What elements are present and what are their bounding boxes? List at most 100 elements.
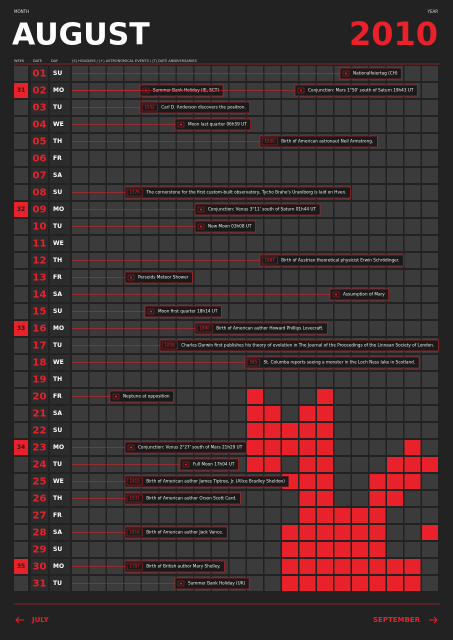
grid-cell <box>177 406 193 421</box>
grid-cell <box>387 185 403 200</box>
event-year: 1797 <box>130 564 141 569</box>
grid-cell <box>299 542 316 557</box>
grid-cell <box>369 542 386 557</box>
year: 2010 <box>349 15 438 53</box>
grid-cell <box>299 474 316 489</box>
grid-cell <box>89 406 106 421</box>
prev-arrow <box>15 616 24 624</box>
day: SA <box>53 410 62 417</box>
grid-cell <box>142 542 158 557</box>
week-cell <box>14 423 28 438</box>
grid-cell <box>404 185 421 200</box>
grid-cell <box>387 287 403 302</box>
grid-cell <box>334 168 351 183</box>
week-cell <box>14 83 28 98</box>
grid-cell <box>369 457 386 472</box>
grid-cell <box>194 423 211 438</box>
grid-cell <box>89 236 106 251</box>
date: 07 <box>33 171 47 182</box>
date: 16 <box>33 324 47 335</box>
day-cell <box>50 270 70 285</box>
date: 14 <box>33 290 47 301</box>
grid-cell <box>247 406 263 421</box>
week-cell <box>14 117 28 132</box>
grid-cell <box>352 100 368 115</box>
grid-cell <box>264 491 281 506</box>
grid-cell <box>72 151 88 166</box>
grid-cell <box>422 576 438 591</box>
event-text: Birth of Austrian theoretical physicist … <box>281 258 399 263</box>
event-year: 1576 <box>130 190 141 195</box>
grid-cell <box>404 525 421 540</box>
event-year-box <box>126 562 143 571</box>
grid-cell <box>264 219 281 234</box>
date-cell <box>31 168 48 183</box>
grid-cell <box>422 287 438 302</box>
date: 19 <box>33 375 47 386</box>
grid-cell <box>177 508 193 523</box>
next-month[interactable]: SEPTEMBER <box>373 616 421 624</box>
year-label: YEAR <box>427 9 439 14</box>
grid-cell <box>387 236 403 251</box>
grid-cell <box>352 474 368 489</box>
grid-cell <box>107 508 123 523</box>
grid-cell <box>422 304 438 319</box>
event-text: Summer Bank Holiday (IE, SCT) <box>153 88 219 93</box>
day: SA <box>53 172 62 179</box>
event-text: Birth of American astronaut Neil Armstro… <box>281 139 373 144</box>
week-cell <box>14 525 28 540</box>
grid-cell <box>404 117 421 132</box>
day: FR <box>53 512 62 519</box>
week-cell <box>14 457 28 472</box>
grid-cell <box>229 372 246 387</box>
grid-cell <box>369 389 386 404</box>
grid-cell <box>107 406 123 421</box>
week-cell <box>14 508 28 523</box>
grid-cell <box>387 542 403 557</box>
grid-cell <box>212 168 228 183</box>
date: 05 <box>33 137 47 148</box>
grid-cell <box>142 236 158 251</box>
prev-month[interactable]: JULY <box>31 616 50 624</box>
day-cell <box>50 253 70 268</box>
grid-cell <box>282 270 298 285</box>
day: SU <box>53 70 62 77</box>
day: WE <box>53 240 64 247</box>
grid-cell <box>352 491 368 506</box>
grid-cell <box>404 508 421 523</box>
date-cell <box>31 559 48 574</box>
grid-cell <box>387 389 403 404</box>
event-box <box>124 560 225 573</box>
grid-cell <box>159 542 176 557</box>
grid-cell <box>282 457 298 472</box>
week-cell <box>14 219 28 234</box>
day-cell <box>50 100 70 115</box>
grid-cell <box>282 440 298 455</box>
grid-cell <box>387 474 403 489</box>
event-box <box>124 441 247 454</box>
grid-cell <box>369 270 386 285</box>
grid-cell <box>387 270 403 285</box>
grid-cell <box>369 202 386 217</box>
grid-cell <box>159 372 176 387</box>
grid-cell <box>317 491 333 506</box>
event-icon-dot <box>335 293 337 296</box>
week-cell <box>14 185 28 200</box>
week-cell <box>14 151 28 166</box>
event-box <box>124 492 241 505</box>
event-box <box>174 577 250 590</box>
date: 21 <box>33 409 47 420</box>
grid-cell <box>177 372 193 387</box>
grid-cell <box>142 508 158 523</box>
grid-cell <box>247 559 263 574</box>
grid-cell <box>422 508 438 523</box>
grid-cell <box>229 151 246 166</box>
week-cell <box>14 406 28 421</box>
grid-cell <box>247 457 263 472</box>
event-box <box>244 356 420 369</box>
date-cell <box>31 508 48 523</box>
grid-cell <box>334 508 351 523</box>
day: TU <box>53 104 62 111</box>
grid-cell <box>229 389 246 404</box>
grid-cell <box>334 423 351 438</box>
